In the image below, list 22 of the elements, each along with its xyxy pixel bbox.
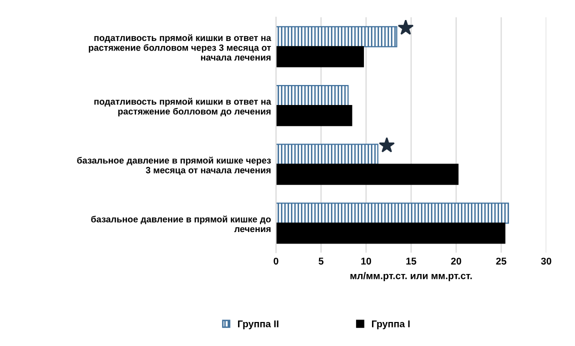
x-tick-label: 5	[318, 258, 324, 265]
bar	[276, 46, 364, 68]
y-tick-label: базальное давление в прямой кишке через 3 месяца от начала лечения	[77, 156, 271, 176]
x-axis-title: мл/мм.рт.ст. или мм.рт.ст.	[350, 272, 472, 282]
y-tick-label: податливость прямой кишки в ответ на растяжение болловом через 3 месяца от начала лечения	[88, 34, 272, 61]
legend-label: Группа I	[372, 320, 410, 330]
bar	[276, 144, 378, 165]
y-tick-label: базальное давление в прямой кишке до лечения	[91, 216, 271, 232]
x-tick-label: 10	[361, 258, 372, 265]
bar	[276, 26, 398, 48]
x-tick-label: 25	[496, 258, 506, 265]
x-tick-label: 0	[274, 258, 278, 265]
y-tick-label: податливость прямой кишки в ответ на растяжение болловом до лечения	[94, 98, 272, 116]
bar	[276, 164, 459, 185]
x-tick-label: 15	[406, 258, 416, 265]
bar	[276, 222, 506, 244]
x-tick-label: 20	[451, 258, 462, 265]
x-tick-label: 30	[541, 258, 552, 265]
bar	[276, 104, 352, 126]
bar	[276, 84, 349, 106]
legend-label: Группа II	[238, 320, 278, 330]
bar	[276, 202, 509, 224]
